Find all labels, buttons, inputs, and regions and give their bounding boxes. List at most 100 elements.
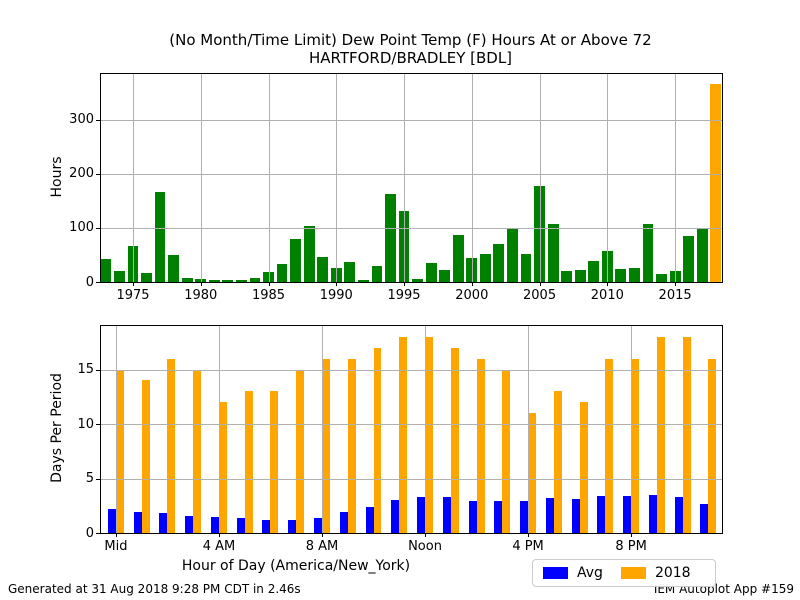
x-tick-mark	[115, 533, 117, 537]
avg-bar-hour-4	[210, 516, 219, 533]
y2018-bar-hour-11	[399, 336, 408, 533]
y2018-bar-hour-13	[450, 347, 459, 533]
x-tick-mark	[631, 533, 633, 537]
avg-bar-hour-21	[648, 494, 657, 533]
y2018-bar-hour-7	[296, 369, 305, 533]
year-bar-1973	[101, 259, 112, 282]
y-tick-label: 10	[77, 416, 94, 432]
x-tick-label: 4 AM	[202, 539, 236, 554]
year-bar-1989	[317, 257, 329, 282]
year-bar-1979	[181, 278, 193, 282]
avg-bar-hour-11	[391, 500, 400, 533]
top-chart-plot-area: 0 100 200 300 1975 1980 1985 1990 1995 2000 2005 20…	[69, 73, 723, 302]
year-bar-1976	[141, 272, 152, 282]
year-bar-2018	[710, 84, 722, 282]
y-tick-mark	[96, 533, 100, 534]
gridline-horizontal	[101, 424, 722, 426]
x-tick-mark	[528, 533, 530, 537]
gridline-vertical	[425, 326, 427, 533]
x-tick-label: 8 PM	[615, 539, 647, 554]
x-tick-label: 2015	[658, 288, 692, 303]
avg-bar-hour-10	[365, 506, 374, 533]
chart-title-line1: (No Month/Time Limit) Dew Point Temp (F)…	[169, 31, 652, 49]
x-tick-label: 2010	[590, 288, 624, 303]
x-tick-label: 1995	[387, 288, 421, 303]
x-tick-label: Noon	[408, 539, 442, 554]
x-tick-mark	[675, 282, 677, 286]
year-bar-2002	[493, 244, 505, 282]
chart-title: (No Month/Time Limit) Dew Point Temp (F)…	[100, 31, 721, 67]
avg-bar-hour-13	[442, 497, 451, 533]
y2018-bar-hour-16	[528, 413, 537, 533]
legend-item-2018: 2018	[620, 565, 691, 581]
x-tick-label: 2005	[523, 288, 557, 303]
gridline-horizontal	[101, 173, 722, 175]
year-bar-2014	[656, 274, 667, 282]
y2018-bar-hour-20	[631, 358, 640, 533]
x-tick-label: 1975	[116, 288, 150, 303]
y2018-bar-hour-8	[321, 358, 330, 533]
x-tick-mark	[132, 282, 134, 286]
gridline-vertical	[631, 326, 633, 533]
y-tick-label: 5	[85, 471, 94, 487]
x-tick-label: 4 PM	[512, 539, 544, 554]
x-tick-mark	[200, 282, 202, 286]
chart-title-line2: HARTFORD/BRADLEY [BDL]	[308, 49, 513, 67]
avg-bar-hour-18	[571, 499, 580, 533]
y2018-bar-hour-23	[708, 358, 717, 533]
year-bar-1994	[385, 194, 396, 282]
gridline-horizontal	[101, 227, 722, 229]
year-bar-1984	[249, 278, 261, 282]
gridline-vertical	[132, 74, 134, 282]
year-bar-1977	[154, 192, 166, 282]
year2018-series-swatch	[620, 567, 646, 579]
y2018-bar-hour-14	[476, 358, 485, 533]
bottom-chart-plot-area: 0 5 10 15 Mid 4 AM 8 AM Noon 4 PM 8 PM	[77, 325, 723, 553]
year-bar-1996	[412, 279, 423, 282]
gridline-vertical	[675, 74, 677, 282]
avg-series-swatch	[543, 567, 568, 579]
gridline-vertical	[268, 74, 270, 282]
x-tick-label: Mid	[104, 539, 128, 554]
avg-bar-hour-22	[674, 497, 683, 533]
y2018-bar-hour-2	[167, 358, 176, 533]
year2018-series-label: 2018	[654, 565, 691, 581]
gridline-vertical	[471, 74, 473, 282]
year-bar-1988	[303, 226, 315, 282]
y2018-bar-hour-22	[682, 336, 691, 533]
gridline-horizontal	[101, 369, 722, 371]
year-bar-2016	[683, 235, 695, 282]
avg-bar-hour-23	[700, 503, 709, 533]
gridline-vertical	[115, 326, 117, 533]
year-bar-2015	[669, 270, 681, 282]
year-bar-1975	[127, 246, 139, 282]
y-tick-mark	[96, 369, 100, 371]
gridline-vertical	[218, 326, 220, 533]
y-tick-mark	[96, 424, 100, 426]
avg-bar-hour-20	[623, 495, 632, 533]
y2018-bar-hour-6	[270, 391, 279, 533]
gridline-vertical	[404, 74, 406, 282]
y2018-bar-hour-1	[141, 380, 150, 533]
y2018-bar-hour-21	[656, 336, 665, 533]
avg-bar-hour-17	[545, 498, 554, 533]
y-tick-mark	[96, 227, 100, 229]
y2018-bar-hour-17	[553, 391, 562, 533]
y-tick-label: 200	[69, 166, 94, 182]
avg-bar-hour-0	[107, 509, 116, 533]
y-tick-mark	[96, 119, 100, 121]
gridline-vertical	[200, 74, 202, 282]
x-tick-mark	[336, 282, 338, 286]
year-bar-2011	[615, 269, 627, 282]
y-tick-label: 0	[85, 274, 94, 290]
avg-bar-hour-15	[494, 501, 503, 533]
gridline-vertical	[336, 74, 338, 282]
year-bar-1987	[290, 238, 302, 282]
year-bar-1993	[371, 266, 383, 282]
x-tick-mark	[471, 282, 473, 286]
year-bar-1995	[398, 211, 410, 282]
y-tick-mark	[96, 173, 100, 175]
y2018-bar-hour-5	[244, 391, 253, 533]
avg-bar-hour-9	[339, 512, 348, 533]
x-tick-mark	[607, 282, 609, 286]
